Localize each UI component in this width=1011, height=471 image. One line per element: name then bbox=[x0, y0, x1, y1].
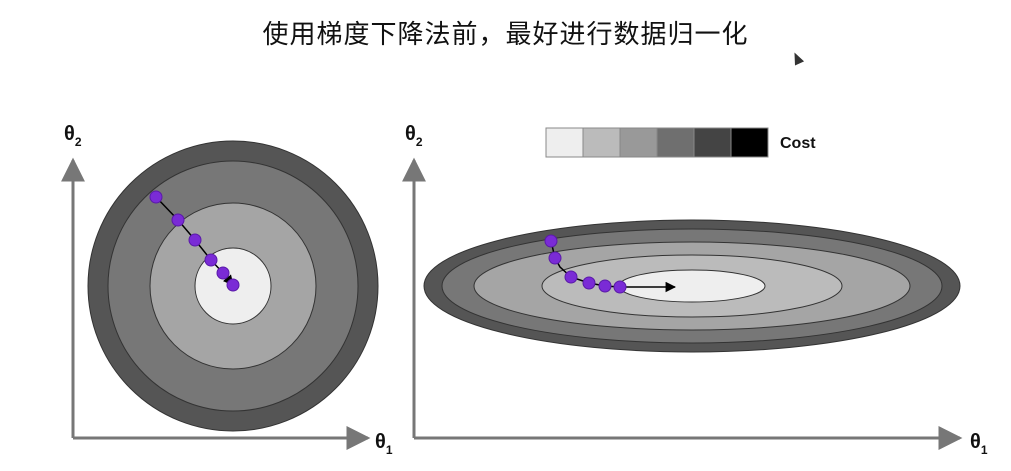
left-path-point bbox=[171, 213, 185, 227]
right-path-point bbox=[544, 234, 558, 248]
left-x-axis-label: θ1 bbox=[375, 431, 393, 457]
left-path-point bbox=[216, 266, 230, 280]
right-path-point bbox=[548, 251, 562, 265]
right-contours bbox=[423, 219, 961, 353]
right-path-point bbox=[613, 280, 627, 294]
left-y-axis-label: θ2 bbox=[64, 123, 82, 149]
right-x-axis-label: θ1 bbox=[970, 431, 988, 457]
cost-legend: Cost bbox=[545, 127, 816, 158]
right-path-point bbox=[564, 270, 578, 284]
cost-legend-swatch bbox=[619, 127, 658, 158]
right-path-point bbox=[582, 276, 596, 290]
cost-legend-swatch bbox=[582, 127, 621, 158]
cost-legend-swatch bbox=[656, 127, 695, 158]
right-plot: θ2 θ1 Cost bbox=[402, 123, 988, 457]
cost-legend-swatch bbox=[545, 127, 584, 158]
left-descent-path bbox=[149, 190, 240, 292]
left-path-point bbox=[226, 278, 240, 292]
right-descent-path bbox=[544, 234, 677, 294]
right-contour-ring-5 bbox=[618, 269, 766, 303]
cost-legend-swatch bbox=[730, 127, 769, 158]
cost-legend-swatch bbox=[693, 127, 732, 158]
cost-legend-label: Cost bbox=[780, 135, 816, 152]
right-y-axis-label: θ2 bbox=[405, 123, 423, 149]
left-path-point bbox=[149, 190, 163, 204]
left-plot: θ2 θ1 bbox=[61, 123, 393, 457]
left-path-point bbox=[188, 233, 202, 247]
left-path-point bbox=[204, 253, 218, 267]
right-path-point bbox=[598, 279, 612, 293]
slide-title: 使用梯度下降法前，最好进行数据归一化 bbox=[262, 20, 749, 50]
